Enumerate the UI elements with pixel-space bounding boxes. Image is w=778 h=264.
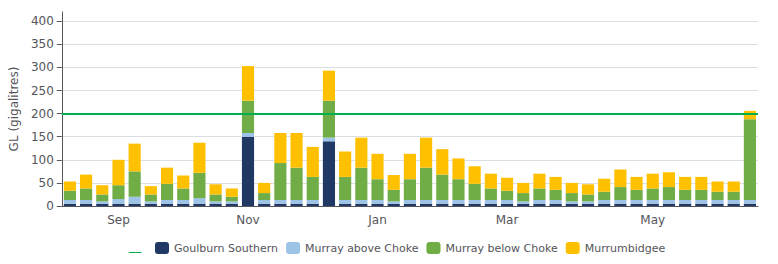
svg-text:400: 400 (31, 14, 54, 28)
svg-text:Nov: Nov (236, 213, 259, 227)
svg-text:50: 50 (39, 176, 54, 190)
svg-text:Murray below Choke: Murray below Choke (445, 242, 557, 255)
svg-text:350: 350 (31, 37, 54, 51)
svg-text:100: 100 (31, 153, 54, 167)
svg-text:GL (gigalitres): GL (gigalitres) (7, 67, 21, 152)
svg-text:200: 200 (31, 107, 54, 121)
svg-text:250: 250 (31, 84, 54, 98)
svg-text:Murrumbidgee: Murrumbidgee (585, 242, 666, 255)
svg-text:Murray above Choke: Murray above Choke (305, 242, 419, 255)
svg-text:Jan: Jan (367, 213, 387, 227)
svg-text:Sep: Sep (107, 213, 130, 227)
svg-text:0: 0 (46, 199, 54, 213)
svg-text:—: — (128, 243, 142, 259)
svg-text:150: 150 (31, 130, 54, 144)
svg-text:May: May (640, 213, 665, 227)
svg-text:Mar: Mar (496, 213, 519, 227)
svg-text:300: 300 (31, 60, 54, 74)
svg-text:Goulburn Southern: Goulburn Southern (174, 242, 278, 255)
